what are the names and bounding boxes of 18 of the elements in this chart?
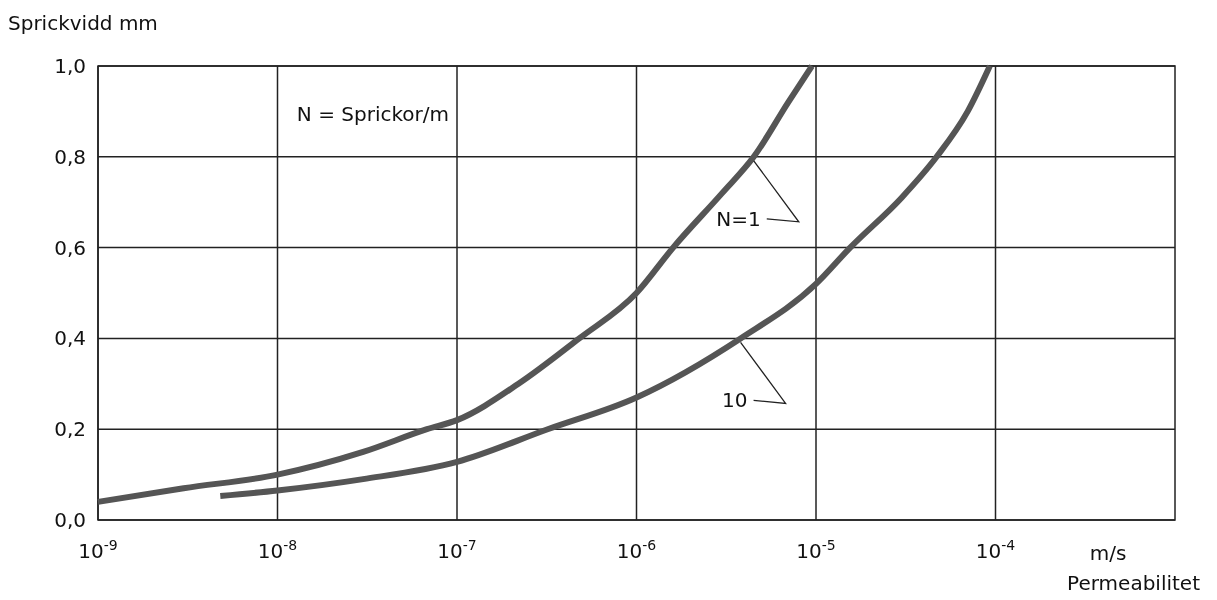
x-tick-label: 10$^{-8}$: [257, 537, 298, 563]
y-tick-label: 1,0: [54, 54, 86, 78]
x-tick-label: 10$^{-6}$: [616, 537, 657, 563]
y-tick-label: 0,6: [54, 235, 86, 260]
y-tick-label: 0,0: [54, 508, 86, 532]
x-tick-label: 10$^{-5}$: [796, 537, 836, 563]
x-tick-label: 10$^{-9}$: [78, 537, 118, 563]
x-tick-label: 10$^{-4}$: [975, 537, 1016, 563]
annotation: N = Sprickor/m: [296, 102, 449, 126]
y-tick-label: 0,2: [54, 417, 86, 442]
series-label: 10: [722, 388, 748, 413]
y-tick-label: 0,8: [54, 144, 86, 169]
x-axis-title: Permeabilitet: [1067, 571, 1201, 595]
y-tick-label: 0,4: [54, 326, 86, 351]
y-axis-title: Sprickvidd mm: [8, 11, 158, 35]
x-tick-label: 10$^{-7}$: [437, 537, 477, 563]
text: m/s: [1089, 541, 1127, 565]
series-label: N=1: [716, 206, 761, 231]
